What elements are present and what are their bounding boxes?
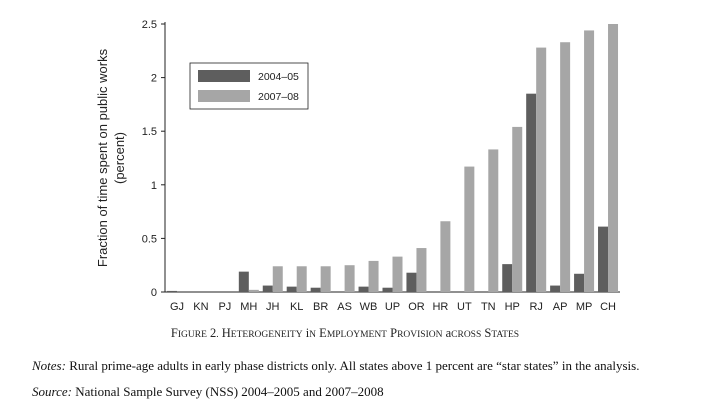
- bar-rj-series1: [526, 93, 537, 293]
- bar-ut-series2: [464, 166, 475, 292]
- y-tick-label: 2: [151, 73, 157, 85]
- x-tick-label-ap: AP: [553, 301, 568, 313]
- x-tick-label-as: AS: [337, 301, 352, 313]
- bar-or-series2: [416, 248, 427, 292]
- bar-as-series2: [344, 265, 355, 292]
- y-tick-label: 2.5: [142, 19, 157, 31]
- x-tick-label-mp: MP: [576, 301, 593, 313]
- y-tick-label: 0: [151, 287, 157, 299]
- bar-ch-series2: [608, 24, 619, 292]
- bar-hr-series2: [440, 221, 451, 292]
- x-tick-label-br: BR: [313, 301, 328, 313]
- x-tick-label-hr: HR: [432, 301, 448, 313]
- bar-mp-series1: [574, 273, 585, 292]
- y-axis-title-line2: (percent): [112, 132, 127, 184]
- x-tick-label-jh: JH: [266, 301, 280, 313]
- bar-rj-series2: [536, 47, 547, 292]
- bar-jh-series2: [272, 266, 283, 292]
- bar-br-series1: [310, 287, 321, 292]
- x-tick-labels: GJ KN PJ MH JH KL BR AS WB UP OR HR UT TN HP RJ AP MP CH: [170, 301, 616, 313]
- x-tick-label-gj: GJ: [170, 301, 184, 313]
- legend-label-1: 2004–05: [258, 71, 299, 83]
- bar-mh-series1: [238, 271, 249, 292]
- bar-or-series1: [406, 272, 417, 292]
- legend-swatch-2: [198, 90, 250, 102]
- y-tick-label: 0.5: [142, 233, 157, 245]
- bar-mh-series2: [248, 289, 259, 292]
- x-tick-label-mh: MH: [240, 301, 257, 313]
- legend-swatch-1: [198, 70, 250, 82]
- y-axis-title-line1: Fraction of time spent on public works: [95, 48, 110, 267]
- bar-kl-series2: [296, 266, 307, 292]
- notes-text: Rural prime-age adults in early phase di…: [69, 358, 640, 373]
- x-tick-label-hp: HP: [505, 301, 520, 313]
- axes: 0 0.5 1 1.5 2 2.5: [142, 19, 620, 299]
- x-tick-label-ut: UT: [457, 301, 472, 313]
- bar-wb-series1: [358, 286, 369, 292]
- notes-line: Notes: Rural prime-age adults in early p…: [32, 358, 639, 374]
- y-tick-label: 1.5: [142, 126, 157, 138]
- bar-mp-series2: [584, 30, 595, 292]
- x-tick-label-or: OR: [408, 301, 425, 313]
- bar-kl-series1: [286, 286, 297, 292]
- bar-gj-series1: [166, 290, 177, 292]
- bar-jh-series1: [262, 285, 273, 292]
- notes-lead: Notes:: [32, 358, 66, 373]
- x-tick-label-up: UP: [385, 301, 400, 313]
- chart: Fraction of time spent on public works (…: [95, 19, 620, 340]
- bar-ap-series1: [550, 285, 561, 292]
- bar-up-series1: [382, 287, 393, 292]
- bar-ap-series2: [560, 42, 571, 292]
- bar-hp-series1: [502, 264, 513, 292]
- source-text: National Sample Survey (NSS) 2004–2005 a…: [75, 384, 384, 399]
- y-tick-label: 1: [151, 180, 157, 192]
- bar-wb-series2: [368, 260, 379, 292]
- bar-up-series2: [392, 256, 403, 292]
- x-tick-label-rj: RJ: [529, 301, 542, 313]
- source-line: Source: National Sample Survey (NSS) 200…: [32, 384, 384, 400]
- bars: [166, 24, 619, 293]
- y-axis-title: Fraction of time spent on public works (…: [95, 48, 127, 267]
- x-tick-label-ch: CH: [600, 301, 616, 313]
- x-tick-label-tn: TN: [481, 301, 496, 313]
- figure-caption: FIGURE 2. HETEROGENEITY iN EMPLOYMENT PR…: [171, 326, 519, 340]
- x-tick-label-pj: PJ: [218, 301, 231, 313]
- bar-br-series2: [320, 266, 331, 292]
- bar-tn-series2: [488, 149, 499, 292]
- legend-label-2: 2007–08: [258, 91, 299, 103]
- bar-hp-series2: [512, 126, 523, 292]
- bar-ch-series1: [598, 226, 609, 292]
- x-tick-label-wb: WB: [360, 301, 378, 313]
- legend: 2004–05 2007–08: [189, 62, 309, 110]
- source-lead: Source:: [32, 384, 72, 399]
- x-tick-label-kl: KL: [290, 301, 303, 313]
- x-tick-label-kn: KN: [193, 301, 208, 313]
